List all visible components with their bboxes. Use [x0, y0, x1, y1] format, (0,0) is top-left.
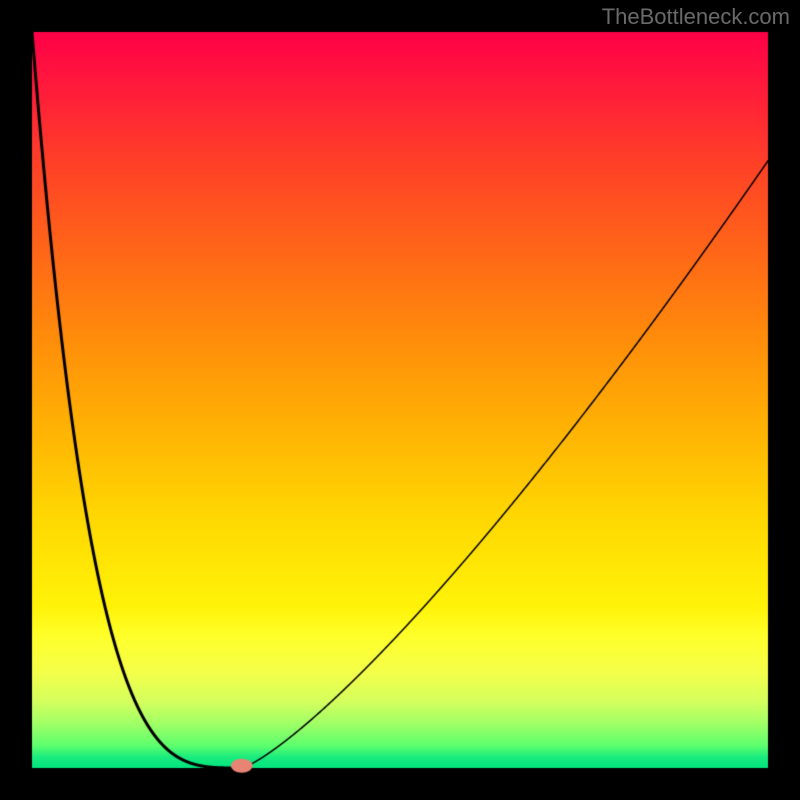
chart-frame: TheBottleneck.com: [0, 0, 800, 800]
watermark-text: TheBottleneck.com: [602, 4, 790, 30]
bottleneck-chart-canvas: [0, 0, 800, 800]
